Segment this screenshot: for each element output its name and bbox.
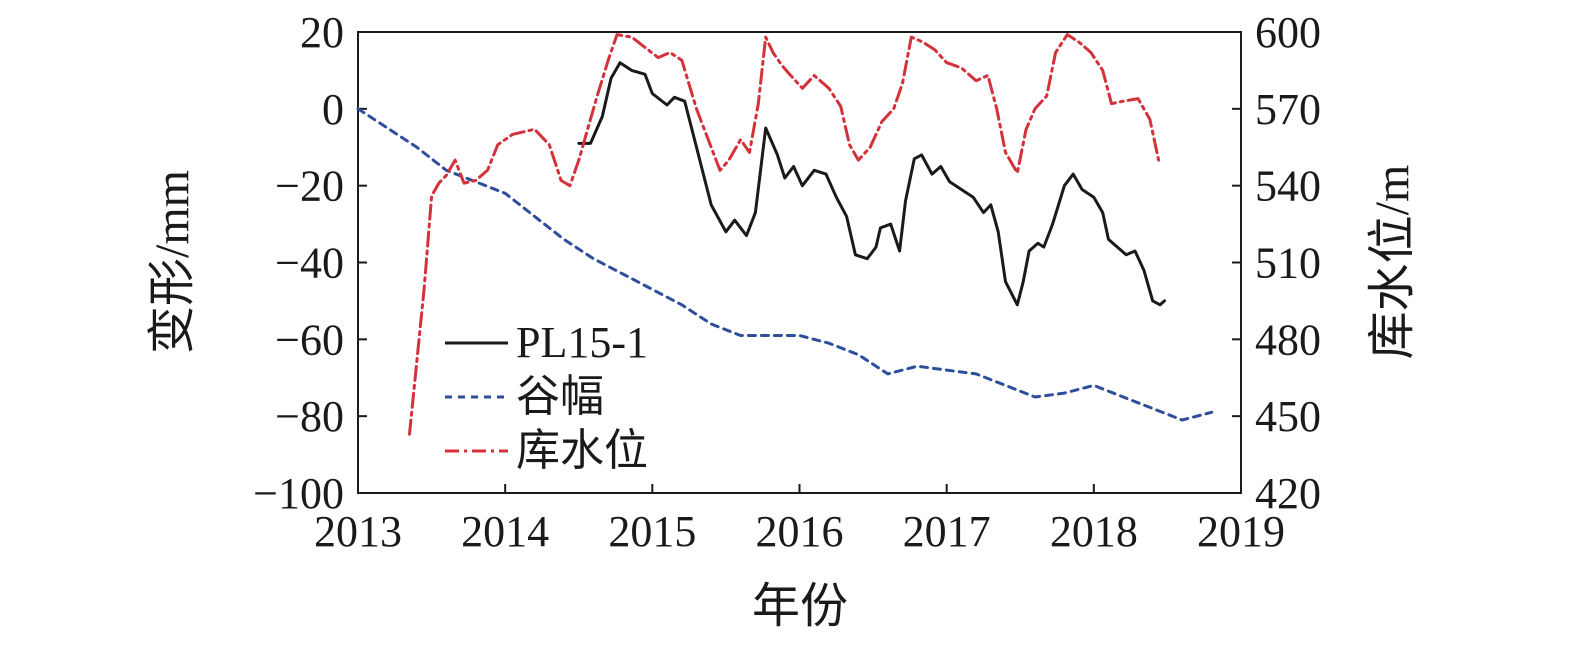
legend-label-reservoir-level: 库水位 [516,426,648,475]
y-right-tick-label: 600 [1255,8,1321,57]
y-left-tick-label: −80 [275,392,344,441]
y-right-tick-label: 570 [1255,85,1321,134]
x-tick-label: 2018 [1050,507,1138,556]
y-left-tick-label: −100 [253,469,344,518]
legend: PL15-1 谷幅 库水位 [445,318,648,475]
plot-frame [357,31,1242,494]
x-tick-label: 2015 [608,507,696,556]
y-left-tick-label: 20 [300,8,344,57]
series-line-valley-width [356,107,1214,422]
legend-label-pl15-1: PL15-1 [516,318,648,367]
x-tick-label: 2016 [756,507,844,556]
y-axis-title-left: 变形/mm [146,170,199,354]
y-left-tick-label: −60 [275,315,344,364]
y-right-tick-label: 510 [1255,239,1321,288]
y-axis-title-right: 库水位/m [1366,165,1419,360]
y-left-tick-label: −40 [275,239,344,288]
legend-label-valley-width: 谷幅 [516,372,604,421]
series-line-reservoir-level [408,33,1161,436]
x-tick-label: 2019 [1197,507,1285,556]
y-right-tick-label: 540 [1255,162,1321,211]
y-right-tick-label: 450 [1255,392,1321,441]
x-tick-label: 2017 [903,507,991,556]
x-axis-title: 年份 [752,580,848,633]
axis-ticks: 2013 2014 2015 2016 2017 2018 2019 20 0 −20 −40 −60… [253,8,1321,556]
y-right-tick-label: 420 [1255,469,1321,518]
x-tick-label: 2013 [314,507,402,556]
y-left-tick-label: 0 [322,85,344,134]
x-tick-label: 2014 [461,507,549,556]
y-right-tick-label: 480 [1255,315,1321,364]
series-layer [356,33,1214,436]
series-line-pl15-1 [577,61,1166,307]
y-left-tick-label: −20 [275,162,344,211]
